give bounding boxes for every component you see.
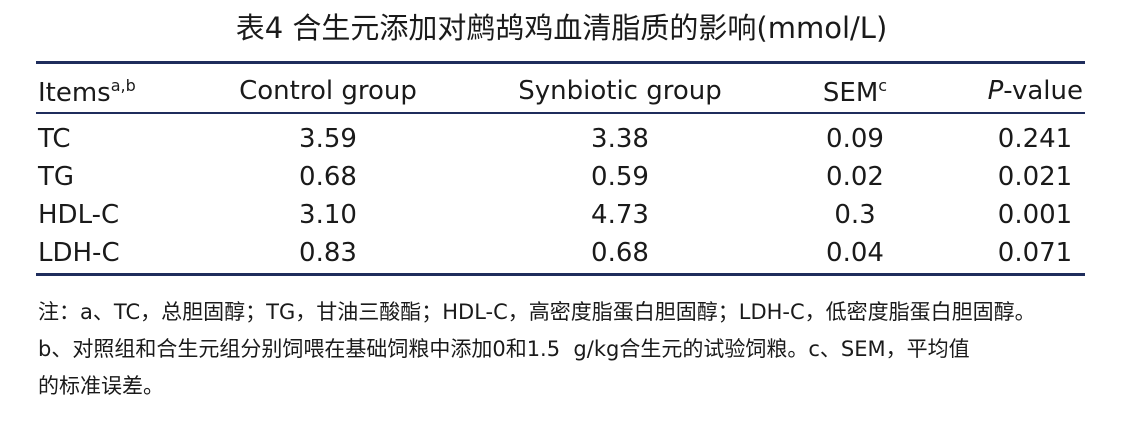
table-cell: 0.68	[591, 238, 649, 268]
row-label: LDH-C	[38, 238, 120, 268]
table-cell: 0.09	[826, 124, 884, 154]
header-superscript: c	[878, 76, 888, 95]
header-cell: P-value	[700, 78, 1083, 104]
header-text: Items	[38, 78, 111, 108]
table-cell: 0.59	[591, 162, 649, 192]
table-cell: 0.071	[997, 238, 1073, 268]
note-line: 注：a、TC，总胆固醇；TG，甘油三酸酯；HDL-C，高密度脂蛋白胆固醇；LDH…	[38, 300, 1036, 324]
header-superscript: a,b	[110, 76, 136, 95]
note-line: 的标准误差。	[38, 374, 164, 398]
table-cell: 3.10	[299, 200, 357, 230]
table-cell: 0.68	[299, 162, 357, 192]
table-cell: 4.73	[591, 200, 649, 230]
header-text: -value	[1003, 76, 1083, 106]
row-label: TG	[38, 162, 75, 192]
table-cell: 0.04	[826, 238, 884, 268]
table-cell: 0.241	[997, 124, 1073, 154]
header-text: Control group	[239, 76, 417, 106]
table-cell: 0.83	[299, 238, 357, 268]
table-cell: 0.021	[997, 162, 1073, 192]
header-text: Synbiotic group	[518, 76, 722, 106]
header-italic: P	[987, 76, 1004, 106]
row-label: HDL-C	[38, 200, 120, 230]
header-cell: SEMc	[655, 76, 1055, 108]
table-cell: 0.02	[826, 162, 884, 192]
top-rule	[36, 61, 1085, 64]
header-cell: Control group	[128, 78, 528, 104]
header-cell: Itemsa,b	[38, 76, 136, 108]
row-label: TC	[38, 124, 71, 154]
table-cell: 0.3	[834, 200, 876, 230]
table-cell: 3.59	[299, 124, 357, 154]
header-cell: Synbiotic group	[420, 78, 820, 104]
table-title: 表4 合生元添加对鹧鸪鸡血清脂质的影响(mmol/L)	[235, 11, 888, 45]
note-line: b、对照组和合生元组分别饲喂在基础饲粮中添加0和1.5 g/kg合生元的试验饲粮…	[38, 337, 970, 361]
header-text: SEM	[822, 78, 879, 108]
bottom-rule	[36, 273, 1085, 276]
table-cell: 3.38	[591, 124, 649, 154]
header-rule	[36, 112, 1085, 114]
table-cell: 0.001	[997, 200, 1073, 230]
